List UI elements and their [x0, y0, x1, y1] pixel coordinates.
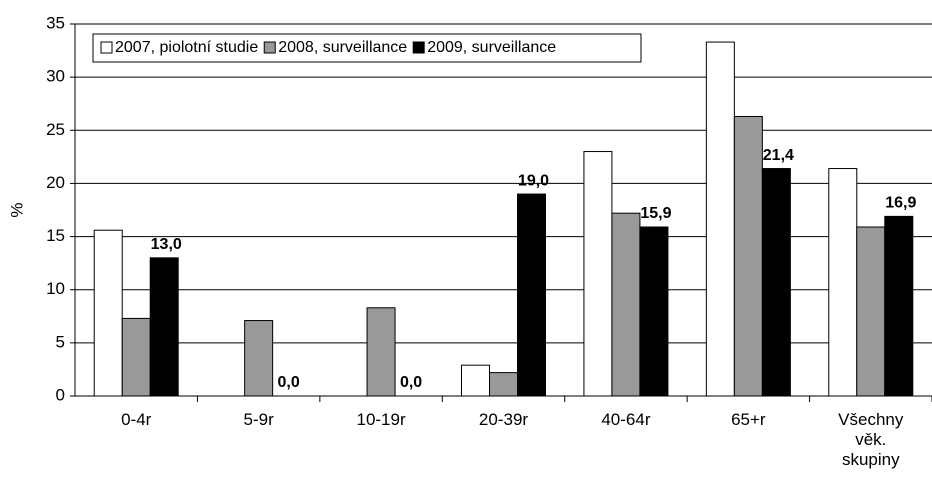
x-tick-label: Všechny věk. skupiny	[838, 410, 904, 469]
bar	[639, 226, 669, 397]
x-tick-label: 10-19r	[356, 410, 406, 429]
bar	[366, 307, 396, 397]
legend-label: 2008, surveillance	[278, 39, 407, 56]
y-tick-label: 35	[46, 13, 65, 32]
y-tick-label: 20	[46, 173, 65, 192]
bar	[705, 41, 735, 397]
bar	[489, 372, 518, 397]
y-tick-label: 5	[56, 332, 65, 351]
bar	[461, 364, 490, 397]
legend-swatch	[100, 41, 113, 54]
bar	[733, 115, 763, 397]
value-label: 16,9	[885, 195, 916, 212]
bar	[761, 168, 791, 397]
y-axis-label: %	[7, 202, 26, 217]
y-tick-label: 0	[56, 385, 65, 404]
value-label: 0,0	[278, 374, 300, 391]
value-label: 19,0	[518, 172, 549, 189]
value-label: 0,0	[400, 374, 422, 391]
legend-swatch	[412, 41, 425, 54]
value-label: 21,4	[763, 147, 794, 164]
bar	[856, 226, 886, 397]
bar	[884, 215, 914, 397]
legend-swatch	[263, 41, 276, 54]
bar	[828, 168, 858, 397]
y-tick-label: 30	[46, 67, 65, 86]
bar	[517, 193, 546, 397]
y-tick-label: 15	[46, 226, 65, 245]
bar	[93, 229, 123, 397]
bar	[121, 317, 151, 397]
bar	[611, 212, 641, 397]
legend-label: 2009, surveillance	[427, 39, 556, 56]
x-tick-label: 65+r	[731, 410, 766, 429]
bar	[244, 320, 274, 397]
x-tick-label: 5-9r	[243, 410, 274, 429]
x-tick-label: 0-4r	[121, 410, 152, 429]
bar	[583, 151, 613, 397]
x-tick-label: 20-39r	[478, 410, 529, 429]
legend-box	[92, 33, 642, 63]
legend-label: 2007, piolotní studie	[115, 39, 258, 56]
x-tick-label: 40-64r	[601, 410, 651, 429]
y-tick-label: 25	[46, 120, 65, 139]
bar	[149, 257, 179, 397]
value-label: 13,0	[151, 236, 182, 253]
value-label: 15,9	[640, 205, 671, 222]
y-tick-label: 10	[46, 279, 65, 298]
